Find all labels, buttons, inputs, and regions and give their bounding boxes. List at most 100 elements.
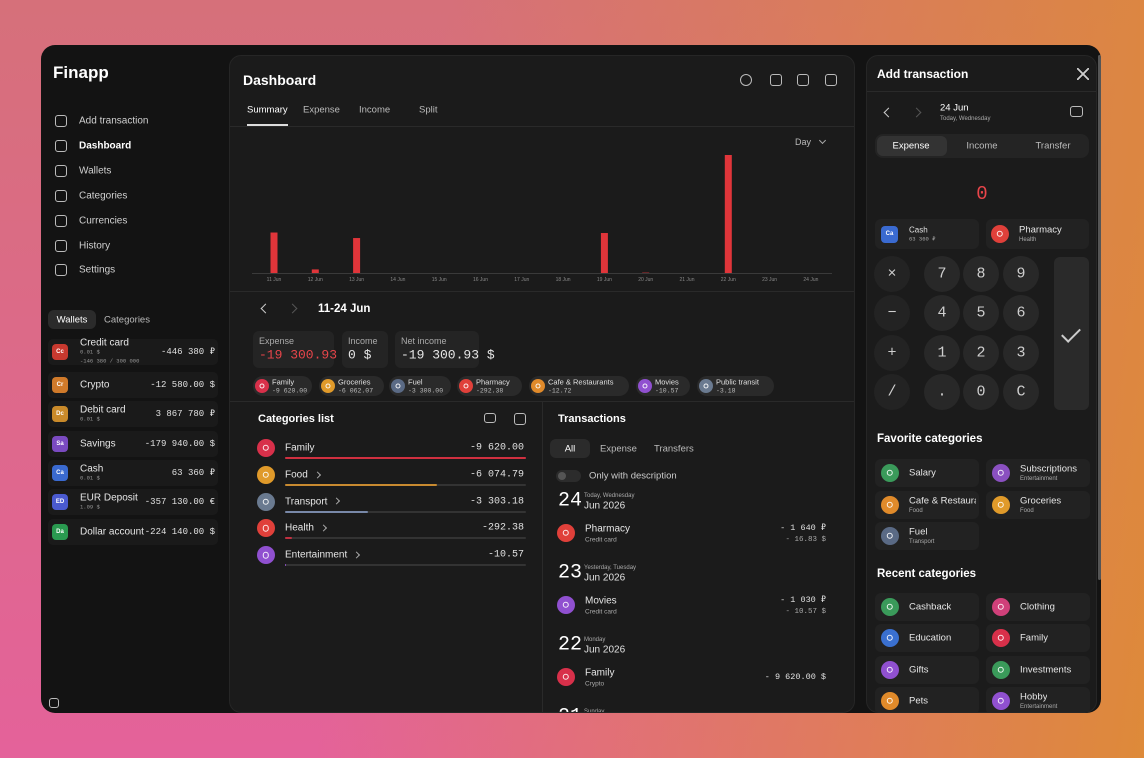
divider — [230, 126, 854, 127]
next-date[interactable] — [911, 107, 922, 118]
confirm-button[interactable] — [1054, 257, 1089, 410]
key[interactable] — [874, 295, 910, 331]
nav-item[interactable]: History — [79, 240, 111, 252]
day-weekday: Sunday — [584, 709, 605, 713]
sidebar-toggle[interactable] — [49, 698, 59, 708]
category-name: Groceries — [1020, 495, 1062, 507]
key[interactable] — [924, 374, 960, 410]
period-select[interactable]: Day — [795, 137, 812, 147]
category-chip[interactable] — [529, 376, 629, 396]
nav-item[interactable]: Dashboard — [79, 140, 132, 152]
toolbar-button[interactable] — [770, 74, 782, 86]
type-tab[interactable]: Expense — [892, 140, 930, 152]
chip-name: Family — [272, 377, 295, 387]
category-name[interactable]: Family — [285, 442, 315, 454]
dashboard-tab[interactable]: Split — [419, 104, 438, 116]
category-chip[interactable] — [697, 376, 774, 396]
toolbar-button[interactable] — [797, 74, 809, 86]
category-chip[interactable] — [389, 376, 451, 396]
wallet-badge: Da — [52, 524, 68, 540]
prev-date[interactable] — [883, 107, 894, 118]
toolbar-button[interactable] — [740, 74, 752, 86]
nav-item[interactable]: Settings — [79, 264, 116, 276]
type-tab[interactable]: Income — [966, 140, 998, 152]
category-name[interactable]: Entertainment — [285, 550, 359, 561]
nav-item[interactable]: Add transaction — [79, 115, 149, 127]
wallet-amount: -446 380 ₽ — [160, 347, 215, 357]
transaction-name[interactable]: Pharmacy — [585, 523, 631, 535]
total-box — [253, 331, 334, 368]
category-chip[interactable] — [457, 376, 522, 396]
chip-icon — [699, 379, 713, 393]
chip-icon — [459, 379, 473, 393]
sidebar-tab[interactable]: Wallets — [56, 314, 88, 325]
key[interactable] — [924, 335, 960, 371]
category-name[interactable]: Health — [285, 523, 326, 534]
category-value: -10.57 — [487, 549, 524, 561]
key[interactable] — [963, 374, 999, 410]
key-label: 7 — [937, 265, 947, 283]
category-chip[interactable] — [319, 376, 384, 396]
key[interactable] — [1003, 335, 1039, 371]
transactions-tab[interactable]: Expense — [600, 443, 637, 454]
category-icon — [257, 439, 275, 457]
category-name[interactable]: Food — [285, 469, 320, 480]
day-weekday: Monday — [584, 637, 606, 643]
day-number: 22 — [558, 633, 583, 657]
category-icon — [257, 492, 275, 511]
dashboard-tab[interactable]: Income — [359, 104, 391, 116]
transaction-name[interactable]: Family — [585, 667, 615, 679]
dashboard-tab[interactable]: Expense — [303, 104, 340, 116]
key[interactable] — [1003, 295, 1039, 331]
chip-value: -9 620.00 — [272, 387, 308, 394]
key[interactable] — [874, 374, 910, 410]
type-tab[interactable]: Transfer — [1035, 140, 1071, 152]
folder-button[interactable] — [484, 413, 496, 423]
key[interactable] — [924, 295, 960, 331]
transaction-name[interactable]: Movies — [585, 595, 617, 607]
dashboard-tab[interactable]: Summary — [247, 104, 288, 116]
amount: 0 — [976, 183, 988, 205]
category-icon — [881, 629, 899, 647]
category-name: Pets — [909, 695, 929, 707]
nav-item[interactable]: Categories — [79, 190, 128, 202]
key[interactable] — [1003, 374, 1039, 410]
key[interactable] — [874, 256, 910, 292]
chip-name: Groceries — [338, 377, 371, 387]
tree-button[interactable] — [514, 413, 526, 425]
section-title: Favorite categories — [877, 433, 983, 445]
close-button[interactable] — [1077, 68, 1089, 80]
key[interactable] — [963, 256, 999, 292]
nav-item[interactable]: Currencies — [79, 215, 128, 227]
key[interactable] — [924, 256, 960, 292]
next-button[interactable] — [287, 303, 298, 314]
sidebar-tab[interactable]: Categories — [104, 314, 150, 325]
account-name: Cash — [909, 225, 928, 235]
key[interactable] — [963, 335, 999, 371]
transactions-tab[interactable]: All — [564, 443, 576, 454]
key[interactable] — [874, 335, 910, 371]
key-label: + — [887, 344, 897, 362]
category-chip[interactable] — [253, 376, 312, 396]
wallet-name: EUR Deposit — [80, 492, 138, 504]
x-tick-label: 15 Jun — [432, 277, 447, 283]
key-label: 3 — [1016, 344, 1026, 362]
category-name: Education — [909, 632, 952, 644]
bar — [270, 232, 278, 273]
category-value: -3 303.18 — [469, 496, 524, 508]
prev-button[interactable] — [260, 303, 271, 314]
section-title: Categories list — [258, 413, 334, 425]
wallet-name: Crypto — [80, 379, 110, 391]
transaction-icon — [557, 524, 575, 542]
transactions-tab[interactable]: Transfers — [654, 443, 694, 454]
key-label: / — [887, 383, 897, 401]
nav-icon — [55, 190, 67, 202]
category-name[interactable]: Transport — [285, 496, 339, 507]
key[interactable] — [1003, 256, 1039, 292]
wallet-name: Savings — [80, 438, 116, 450]
nav-item[interactable]: Wallets — [79, 165, 112, 177]
comment-button[interactable] — [1070, 106, 1083, 117]
key[interactable] — [963, 295, 999, 331]
toolbar-button[interactable] — [825, 74, 837, 86]
category-icon — [992, 692, 1010, 710]
